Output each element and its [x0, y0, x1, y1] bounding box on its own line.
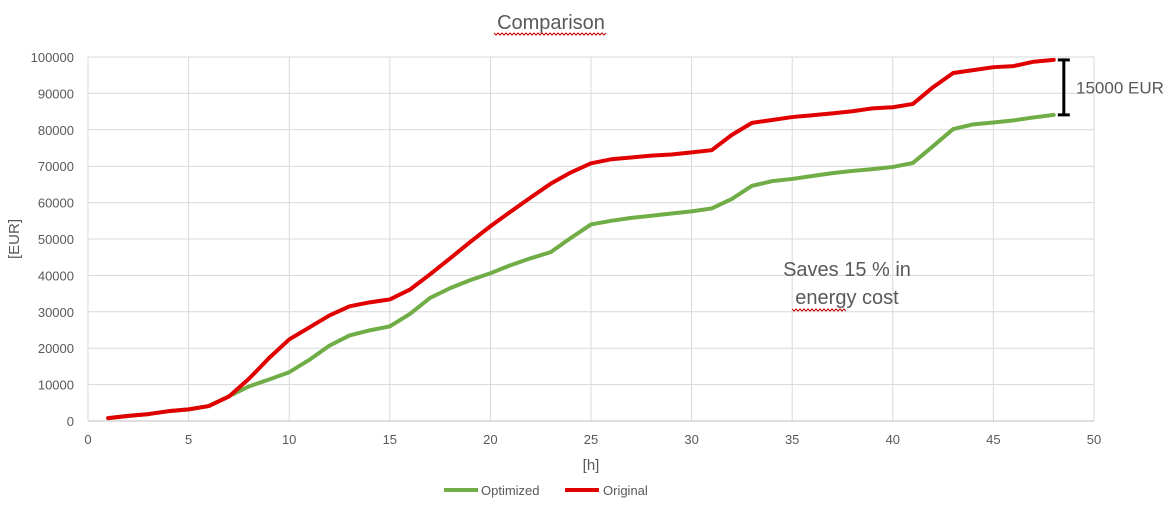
- y-tick-label: 0: [67, 414, 74, 429]
- x-tick-label: 50: [1087, 432, 1101, 447]
- y-tick-label: 80000: [38, 123, 74, 138]
- y-tick-label: 100000: [31, 50, 74, 65]
- y-tick-label: 70000: [38, 159, 74, 174]
- series-line-optimized: [106, 112, 1056, 421]
- x-axis-label: [h]: [583, 457, 600, 474]
- title-spellcheck-underline: [493, 32, 607, 36]
- x-tick-label: 30: [684, 432, 698, 447]
- annotations: 15000 EUR Saves 15 % in energy cost: [783, 58, 1164, 312]
- legend-label-optimized: Optimized: [481, 483, 540, 498]
- y-tick-label: 90000: [38, 86, 74, 101]
- x-tick-label: 0: [84, 432, 91, 447]
- savings-text-line-1: Saves 15 % in: [783, 259, 911, 281]
- y-tick-label: 40000: [38, 268, 74, 283]
- x-tick-label: 20: [483, 432, 497, 447]
- y-tick-label: 20000: [38, 341, 74, 356]
- axes: 0 10000 20000 30000 40000 50000 60000 70000 8000…: [31, 50, 1102, 447]
- legend: Optimized Original: [444, 483, 648, 498]
- gridlines: [88, 56, 1095, 421]
- difference-label: 15000 EUR: [1076, 78, 1164, 97]
- x-tick-label: 5: [185, 432, 192, 447]
- savings-spellcheck-underline: [791, 308, 847, 312]
- legend-label-original: Original: [603, 483, 648, 498]
- savings-text-line-2: energy cost: [795, 287, 899, 309]
- x-tick-label: 25: [584, 432, 598, 447]
- y-tick-label: 10000: [38, 378, 74, 393]
- chart-title: Comparison: [497, 12, 605, 34]
- y-tick-label: 30000: [38, 305, 74, 320]
- series-lines: [106, 57, 1056, 421]
- y-tick-label: 50000: [38, 232, 74, 247]
- y-tick-label: 60000: [38, 196, 74, 211]
- x-tick-label: 40: [886, 432, 900, 447]
- y-axis-label: [EUR]: [6, 219, 23, 259]
- x-tick-label: 15: [383, 432, 397, 447]
- x-tick-label: 10: [282, 432, 296, 447]
- x-tick-label: 35: [785, 432, 799, 447]
- series-line-original: [106, 57, 1056, 421]
- x-tick-label: 45: [986, 432, 1000, 447]
